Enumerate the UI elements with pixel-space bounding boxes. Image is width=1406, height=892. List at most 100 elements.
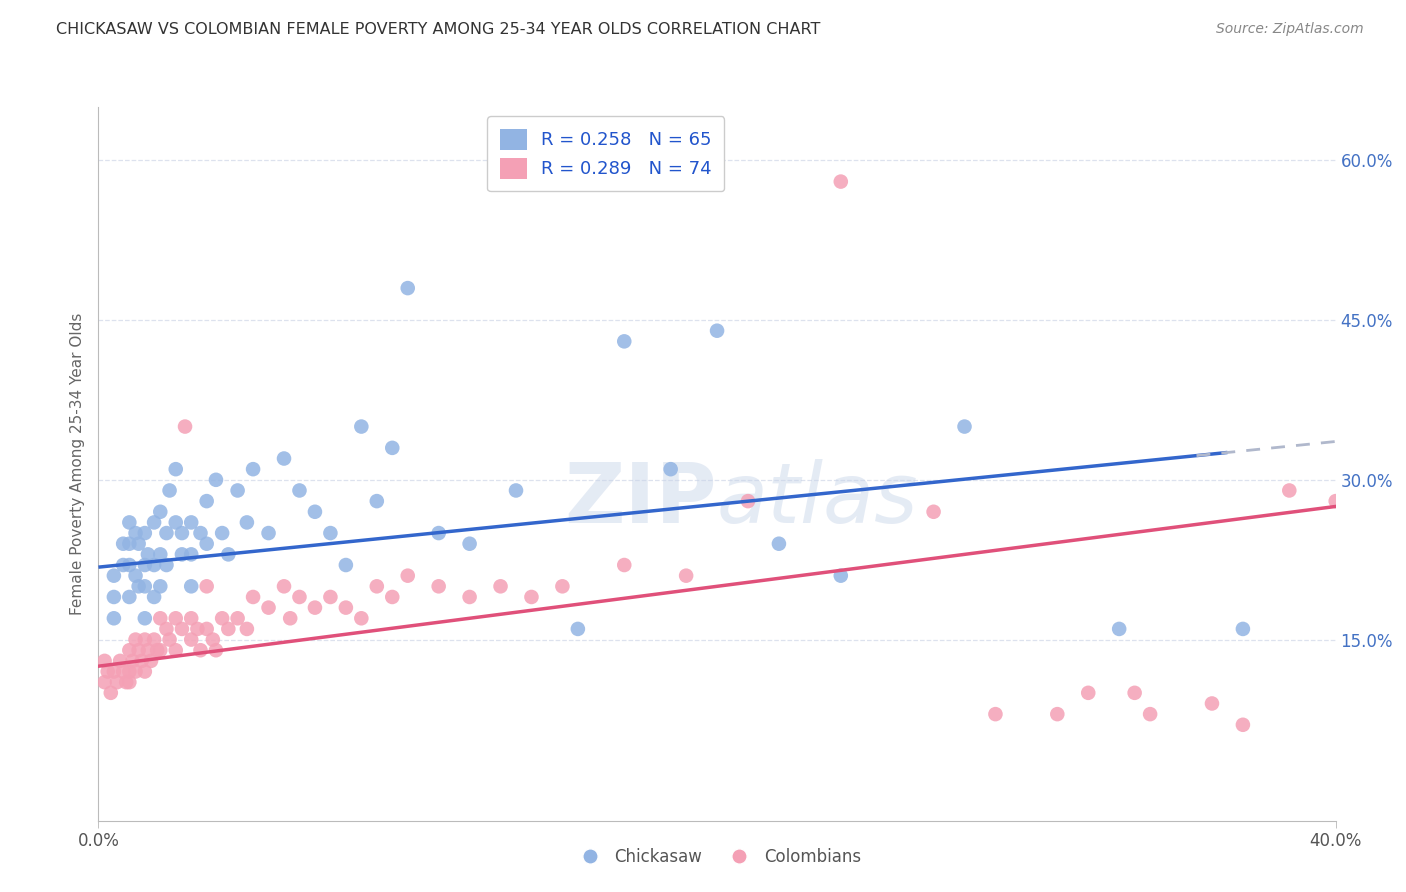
Point: [319, 590, 342, 604]
Point: [180, 611, 202, 625]
Point: [146, 643, 169, 657]
Point: [134, 665, 156, 679]
Point: [134, 579, 156, 593]
Point: [984, 707, 1007, 722]
Point: [922, 505, 945, 519]
Point: [273, 451, 295, 466]
Point: [103, 665, 125, 679]
Point: [350, 611, 373, 625]
Point: [201, 632, 224, 647]
Point: [124, 568, 146, 582]
Point: [124, 665, 146, 679]
Point: [93, 654, 115, 668]
Point: [149, 505, 172, 519]
Point: [551, 579, 574, 593]
Point: [134, 632, 156, 647]
Point: [205, 643, 228, 657]
Point: [350, 419, 373, 434]
Point: [217, 622, 239, 636]
Point: [124, 632, 146, 647]
Point: [458, 537, 481, 551]
Point: [1046, 707, 1069, 722]
Point: [675, 568, 697, 582]
Point: [381, 590, 404, 604]
Point: [136, 547, 159, 561]
Point: [953, 419, 976, 434]
Point: [165, 462, 187, 476]
Point: [139, 654, 162, 668]
Point: [134, 558, 156, 572]
Point: [288, 590, 311, 604]
Point: [103, 568, 125, 582]
Point: [136, 643, 159, 657]
Point: [128, 579, 150, 593]
Point: [155, 558, 177, 572]
Point: [180, 516, 202, 530]
Point: [1201, 697, 1223, 711]
Point: [149, 611, 172, 625]
Point: [170, 547, 193, 561]
Point: [128, 643, 150, 657]
Point: [118, 675, 141, 690]
Point: [180, 547, 202, 561]
Point: [118, 590, 141, 604]
Point: [170, 622, 193, 636]
Point: [257, 526, 280, 541]
Point: [112, 537, 135, 551]
Point: [211, 526, 233, 541]
Point: [93, 675, 115, 690]
Text: atlas: atlas: [717, 459, 918, 540]
Point: [118, 537, 141, 551]
Point: [100, 686, 122, 700]
Point: [174, 419, 197, 434]
Point: [131, 654, 153, 668]
Point: [427, 526, 450, 541]
Point: [195, 494, 218, 508]
Point: [1139, 707, 1161, 722]
Point: [190, 643, 212, 657]
Point: [505, 483, 527, 498]
Point: [257, 600, 280, 615]
Point: [103, 611, 125, 625]
Text: Source: ZipAtlas.com: Source: ZipAtlas.com: [1216, 22, 1364, 37]
Point: [115, 675, 138, 690]
Y-axis label: Female Poverty Among 25-34 Year Olds: Female Poverty Among 25-34 Year Olds: [69, 313, 84, 615]
Point: [134, 526, 156, 541]
Point: [124, 526, 146, 541]
Point: [613, 558, 636, 572]
Point: [105, 675, 128, 690]
Point: [180, 579, 202, 593]
Point: [273, 579, 295, 593]
Point: [195, 537, 218, 551]
Point: [149, 643, 172, 657]
Point: [567, 622, 589, 636]
Legend: Chickasaw, Colombians: Chickasaw, Colombians: [567, 842, 868, 873]
Point: [242, 590, 264, 604]
Point: [396, 281, 419, 295]
Point: [1232, 718, 1254, 732]
Point: [737, 494, 759, 508]
Point: [489, 579, 512, 593]
Point: [226, 483, 249, 498]
Point: [143, 558, 166, 572]
Point: [1278, 483, 1301, 498]
Point: [143, 632, 166, 647]
Point: [155, 622, 177, 636]
Point: [366, 579, 388, 593]
Point: [180, 632, 202, 647]
Text: ZIP: ZIP: [565, 459, 717, 540]
Text: CHICKASAW VS COLOMBIAN FEMALE POVERTY AMONG 25-34 YEAR OLDS CORRELATION CHART: CHICKASAW VS COLOMBIAN FEMALE POVERTY AM…: [56, 22, 821, 37]
Point: [236, 516, 259, 530]
Point: [205, 473, 228, 487]
Point: [1123, 686, 1146, 700]
Point: [170, 526, 193, 541]
Point: [128, 537, 150, 551]
Point: [659, 462, 682, 476]
Point: [304, 600, 326, 615]
Point: [143, 516, 166, 530]
Point: [149, 579, 172, 593]
Point: [159, 483, 181, 498]
Point: [242, 462, 264, 476]
Point: [118, 516, 141, 530]
Point: [1232, 622, 1254, 636]
